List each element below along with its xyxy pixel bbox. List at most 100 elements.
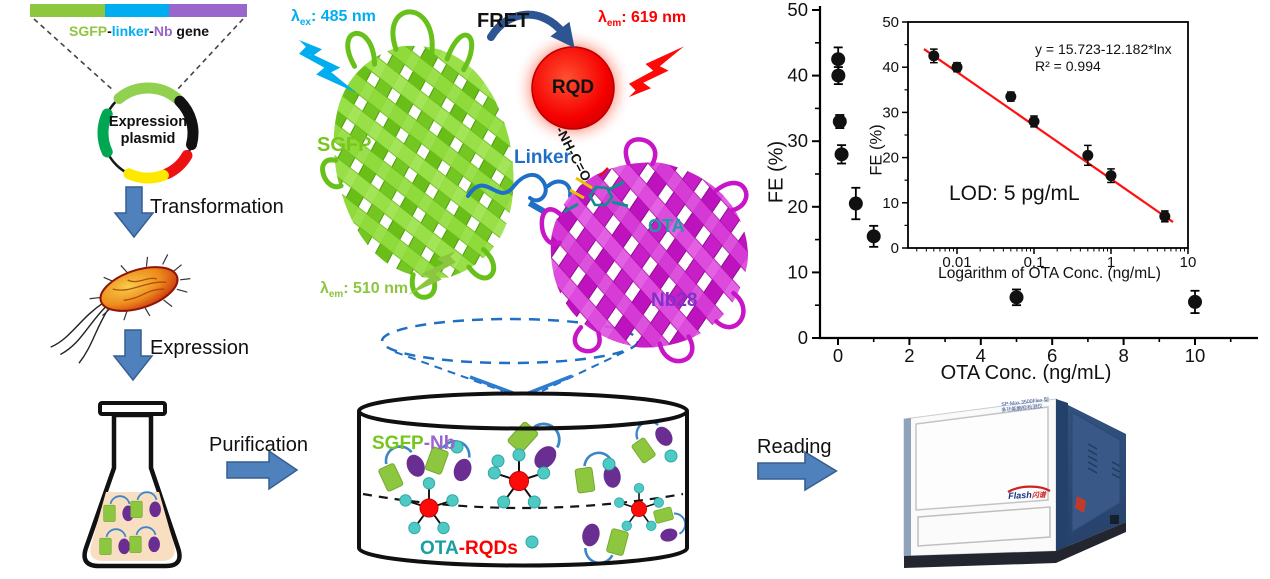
xtick-label: 4 bbox=[976, 345, 986, 366]
lambda-value: : 485 nm bbox=[310, 8, 376, 25]
funnel-line-left bbox=[394, 351, 504, 392]
lambda-symbol: λ bbox=[320, 280, 329, 297]
data-point bbox=[848, 196, 863, 211]
instrument-left-edge bbox=[904, 418, 911, 556]
fret-arrow bbox=[487, 10, 575, 49]
lambda-value: : 510 nm bbox=[343, 280, 409, 297]
gene-suffix-text: gene bbox=[172, 23, 210, 39]
xtick-label: 6 bbox=[1047, 345, 1057, 366]
lambda-subscript: em bbox=[328, 289, 344, 301]
funnel-line-right bbox=[541, 351, 625, 392]
inset-ytick-label: 20 bbox=[882, 150, 899, 167]
gene-dash: - bbox=[149, 23, 154, 39]
instrument-drawer bbox=[917, 506, 1051, 547]
linker-label: Linker bbox=[514, 147, 572, 168]
expression-arrow bbox=[113, 329, 153, 381]
ota-label: OTA bbox=[648, 216, 685, 236]
inset-data-point bbox=[1005, 91, 1017, 103]
bacterium-pili bbox=[89, 254, 191, 321]
plasmid-segment-black bbox=[174, 95, 199, 151]
xtick-label: 8 bbox=[1118, 345, 1128, 366]
sgfp-emission-wavelength-label: λem: 510 nm bbox=[320, 280, 408, 300]
inset-xtick-label: 0.1 bbox=[1024, 254, 1045, 271]
ytick-label: 10 bbox=[787, 261, 808, 282]
fit-equation: y = 15.723-12.182*lnx bbox=[1035, 41, 1172, 57]
instrument-logo: Flash闪谱 bbox=[1008, 489, 1046, 502]
microplate-reader bbox=[903, 398, 1126, 568]
fit-line bbox=[923, 48, 1174, 223]
expression-label: Expression bbox=[150, 337, 249, 359]
flash-logo-swoosh bbox=[1007, 485, 1051, 493]
mix-ota-text: OTA bbox=[420, 538, 459, 559]
xtick-label: 2 bbox=[904, 345, 914, 366]
gene-construct-label: SGFP-linker-Nb gene bbox=[69, 23, 209, 39]
rqd-emission-wavelength-label: λem: 619 nm bbox=[598, 9, 686, 29]
inset-data-point bbox=[1082, 149, 1094, 161]
data-point bbox=[832, 114, 847, 129]
ytick-label: 40 bbox=[787, 65, 808, 86]
reading-label: Reading bbox=[757, 436, 832, 458]
logo-suffix-text: 闪谱 bbox=[1031, 492, 1046, 500]
instrument-door bbox=[915, 406, 1049, 511]
lambda-value: : 619 nm bbox=[621, 9, 687, 26]
inset-data-point bbox=[1105, 170, 1117, 182]
culture-flask bbox=[82, 401, 182, 569]
gene-construct-bar bbox=[30, 4, 247, 17]
gene-sgfp-text: SGFP bbox=[69, 23, 108, 39]
logo-text: Flash bbox=[1008, 489, 1033, 501]
lambda-symbol: λ bbox=[291, 8, 300, 25]
instrument-base bbox=[904, 522, 1126, 568]
lambda-subscript: em bbox=[606, 18, 622, 30]
inset-xtick-label: 1 bbox=[1107, 254, 1115, 271]
sgfp-protein-label: SGFP bbox=[317, 134, 372, 156]
expression-plasmid bbox=[97, 82, 199, 184]
flask-rim bbox=[98, 401, 167, 416]
inset-xtick-label: 0.01 bbox=[942, 254, 971, 271]
gene-linker-text: linker bbox=[111, 23, 150, 39]
data-point bbox=[834, 147, 849, 162]
plasmid-segment-yellow bbox=[123, 168, 169, 184]
inset-ytick-label: 40 bbox=[882, 59, 899, 76]
inset-ytick-label: 50 bbox=[882, 14, 899, 31]
inset-xtick-label: 10 bbox=[1180, 254, 1197, 271]
construct-callout-line-right bbox=[175, 18, 244, 92]
mix-nb-text: -Nb bbox=[423, 433, 456, 454]
data-point bbox=[1009, 290, 1024, 305]
inset-data-point bbox=[1159, 210, 1171, 222]
inset-xlabel: Logarithm of OTA Conc. (ng/mL) bbox=[938, 265, 1161, 282]
gene-dash: - bbox=[107, 23, 112, 39]
xtick-label: 10 bbox=[1185, 345, 1206, 366]
main-xlabel: OTA Conc. (ng/mL) bbox=[940, 362, 1112, 384]
nb28-label: Nb28 bbox=[651, 290, 698, 311]
sgfp-loops bbox=[320, 9, 497, 300]
inset-ylabel: FE (%) bbox=[867, 124, 886, 176]
mix-sgfp-text: SGFP bbox=[372, 433, 424, 454]
data-point bbox=[1188, 294, 1202, 309]
ytick-label: 50 bbox=[787, 0, 808, 20]
main-chart: 0 10 20 30 40 50 0 2 4 6 8 10 bbox=[787, 0, 1258, 366]
inset-data-point bbox=[928, 50, 940, 62]
rqd-label: RQD bbox=[551, 77, 595, 98]
ytick-label: 30 bbox=[787, 130, 808, 151]
ytick-label: 20 bbox=[787, 196, 808, 217]
excitation-wavelength-label: λex: 485 nm bbox=[291, 8, 376, 28]
fret-title: FRET bbox=[477, 10, 530, 32]
sgfp-nb-mix-label: SGFP-Nb bbox=[372, 433, 455, 455]
plasmid-segment-darkgreen bbox=[97, 108, 113, 158]
instrument-vents bbox=[1087, 443, 1121, 479]
inset-ytick-label: 10 bbox=[882, 195, 899, 212]
instrument-side-edge bbox=[1056, 399, 1068, 551]
transformation-label: Transformation bbox=[150, 196, 284, 218]
ota-hapten-sticks bbox=[563, 167, 629, 214]
inset-data-point bbox=[1028, 115, 1040, 127]
plasmid-insert-green bbox=[113, 82, 183, 104]
ecoli-bacterium bbox=[50, 254, 191, 364]
ytick-label: 0 bbox=[798, 327, 808, 348]
mix-rqds-text: -RQDs bbox=[458, 538, 518, 559]
xtick-label: 0 bbox=[833, 345, 843, 366]
plasmid-label: Expression plasmid bbox=[108, 114, 188, 147]
free-ota-dots bbox=[450, 440, 678, 549]
data-point bbox=[866, 229, 881, 244]
